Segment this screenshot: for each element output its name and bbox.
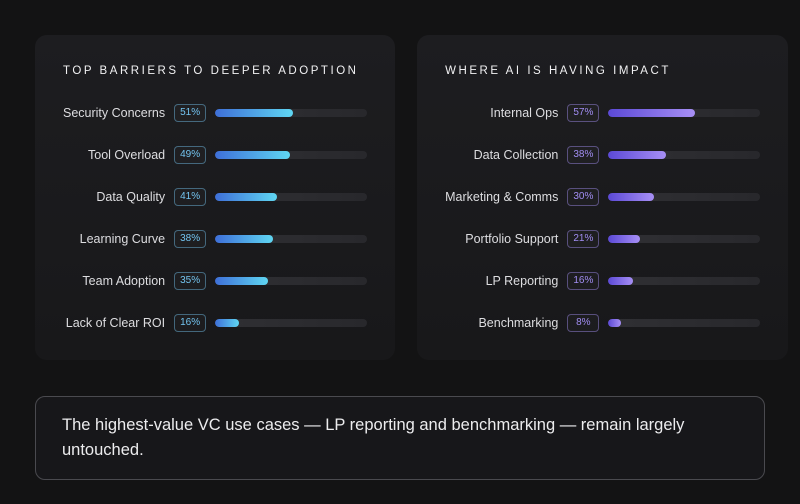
charts-row: TOP BARRIERS TO DEEPER ADOPTION Security… (35, 35, 789, 360)
percent-badge: 49% (174, 146, 207, 164)
bar-fill (215, 109, 293, 117)
row-label: Marketing & Comms (445, 190, 559, 204)
percent-badge: 38% (174, 230, 207, 248)
bar-fill (608, 151, 667, 159)
chart-row: Portfolio Support 21% (445, 229, 761, 249)
bar-track (215, 151, 368, 159)
percent-badge: 21% (567, 230, 600, 248)
bar-track (608, 277, 761, 285)
chart-row: Marketing & Comms 30% (445, 187, 761, 207)
bar-fill (215, 319, 240, 327)
bar-fill (215, 277, 269, 285)
chart-row: Security Concerns 51% (63, 103, 368, 123)
bar-track (215, 109, 368, 117)
percent-badge: 38% (567, 146, 600, 164)
percent-badge: 41% (174, 188, 207, 206)
row-label: Learning Curve (79, 232, 166, 246)
bar-fill (215, 151, 290, 159)
bar-track (608, 319, 761, 327)
bar-fill (608, 193, 654, 201)
bar-track (608, 151, 761, 159)
bar-rows: Security Concerns 51% Tool Overload 49% … (63, 103, 368, 333)
chart-row: Lack of Clear ROI 16% (63, 313, 368, 333)
chart-row: Learning Curve 38% (63, 229, 368, 249)
bar-track (608, 109, 761, 117)
bar-track (215, 193, 368, 201)
bar-track (215, 277, 368, 285)
callout: The highest-value VC use cases — LP repo… (35, 396, 765, 480)
bar-fill (608, 235, 641, 243)
row-label: Benchmarking (478, 316, 559, 330)
panel-title: WHERE AI IS HAVING IMPACT (445, 65, 671, 77)
chart-row: LP Reporting 16% (445, 271, 761, 291)
impact-panel: WHERE AI IS HAVING IMPACT Internal Ops 5… (417, 35, 789, 360)
chart-row: Data Quality 41% (63, 187, 368, 207)
chart-row: Tool Overload 49% (63, 145, 368, 165)
row-label: Team Adoption (82, 274, 166, 288)
callout-text: The highest-value VC use cases — LP repo… (62, 416, 685, 459)
percent-badge: 51% (174, 104, 207, 122)
bar-track (608, 235, 761, 243)
bar-fill (608, 277, 633, 285)
bar-fill (215, 193, 278, 201)
row-label: Data Quality (96, 190, 166, 204)
percent-badge: 35% (174, 272, 207, 290)
row-label: Security Concerns (63, 106, 166, 120)
bar-track (215, 319, 368, 327)
percent-badge: 8% (567, 314, 600, 332)
chart-row: Benchmarking 8% (445, 313, 761, 333)
bar-fill (608, 319, 621, 327)
chart-row: Team Adoption 35% (63, 271, 368, 291)
bar-fill (608, 109, 695, 117)
row-label: Internal Ops (490, 106, 559, 120)
row-label: LP Reporting (485, 274, 559, 288)
percent-badge: 16% (567, 272, 600, 290)
row-label: Data Collection (473, 148, 559, 162)
percent-badge: 30% (567, 188, 600, 206)
barriers-panel: TOP BARRIERS TO DEEPER ADOPTION Security… (35, 35, 396, 360)
chart-row: Internal Ops 57% (445, 103, 761, 123)
percent-badge: 16% (174, 314, 207, 332)
row-label: Lack of Clear ROI (65, 316, 166, 330)
row-label: Portfolio Support (465, 232, 559, 246)
bar-track (215, 235, 368, 243)
panel-title: TOP BARRIERS TO DEEPER ADOPTION (63, 65, 359, 77)
row-label: Tool Overload (88, 148, 166, 162)
percent-badge: 57% (567, 104, 600, 122)
chart-row: Data Collection 38% (445, 145, 761, 165)
bar-track (608, 193, 761, 201)
bar-fill (215, 235, 273, 243)
bar-rows: Internal Ops 57% Data Collection 38% Mar… (445, 103, 761, 333)
